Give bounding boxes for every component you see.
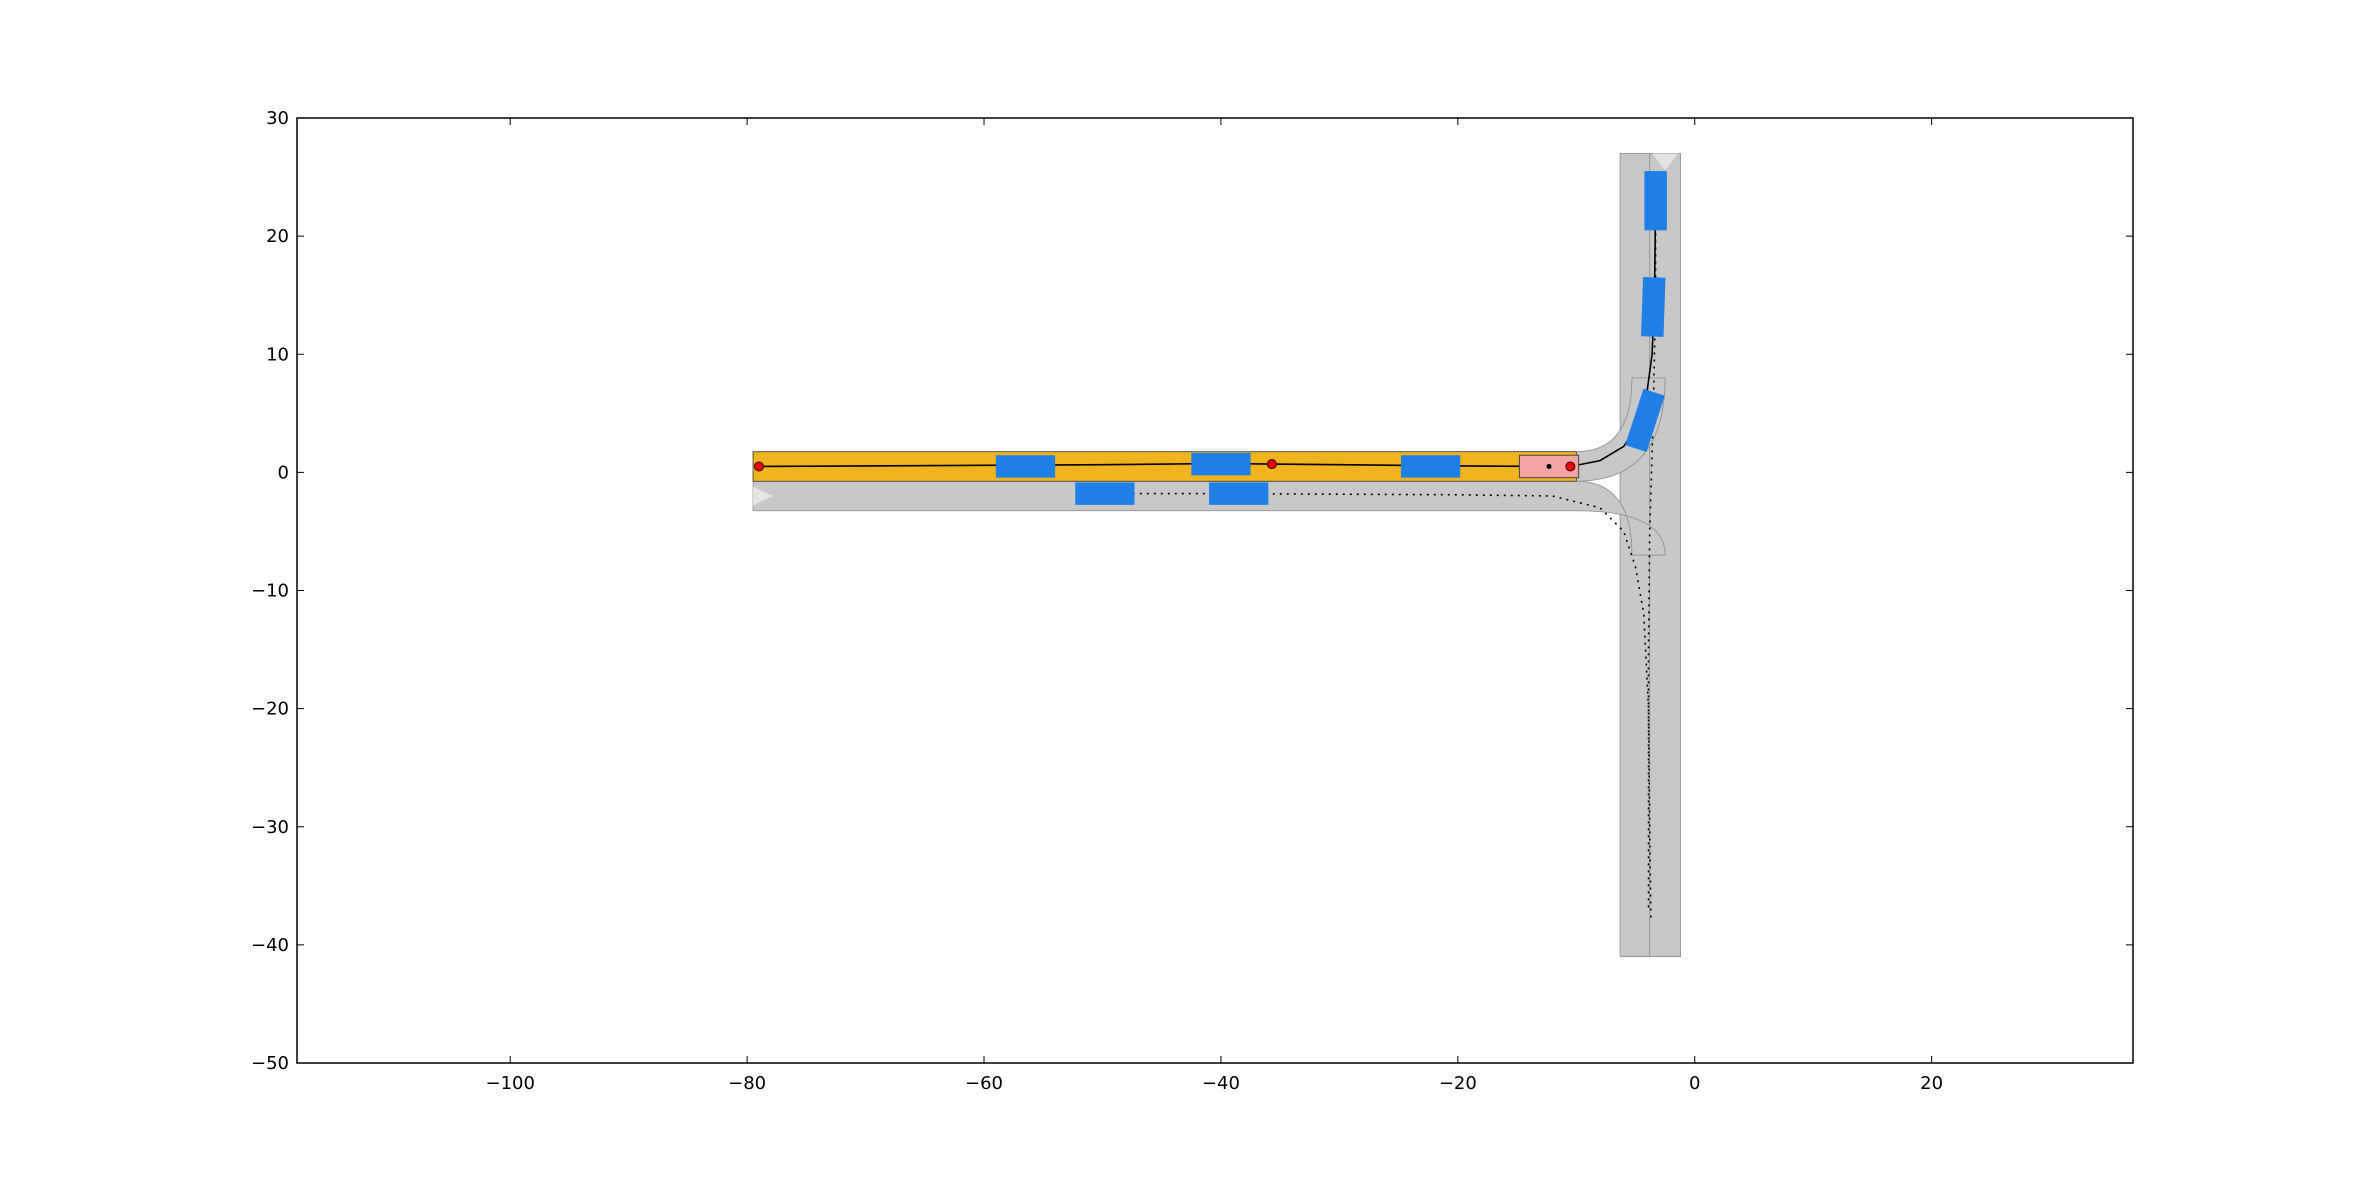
vehicle-layer (995, 171, 1667, 505)
x-tick-label: 0 (1689, 1073, 1700, 1094)
y-tick-label: −10 (251, 581, 289, 602)
y-tick-label: −40 (251, 935, 289, 956)
vehicle (1400, 455, 1461, 478)
vehicle (1625, 388, 1665, 453)
vehicle (1641, 277, 1666, 337)
x-tick-label: −100 (485, 1073, 534, 1094)
y-tick-label: −50 (251, 1053, 289, 1074)
x-tick-label: −20 (1439, 1073, 1477, 1094)
y-tick-label: 0 (278, 462, 289, 483)
y-tick-label: −30 (251, 817, 289, 838)
lane-direction-arrow (1652, 153, 1679, 170)
waypoint-marker (1266, 459, 1277, 470)
y-tick-label: 10 (266, 344, 289, 365)
waypoint-marker (1565, 461, 1576, 472)
x-tick-label: −60 (965, 1073, 1003, 1094)
x-tick-label: 20 (1920, 1073, 1943, 1094)
vehicle (995, 455, 1056, 478)
y-tick-label: −20 (251, 699, 289, 720)
x-tick-label: −80 (728, 1073, 766, 1094)
x-tick-label: −40 (1202, 1073, 1240, 1094)
vehicle (1209, 482, 1269, 505)
ego-vehicle-center (1546, 463, 1552, 469)
waypoint-marker (753, 461, 764, 472)
waypoint-layer (753, 459, 1576, 472)
y-tick-label: 20 (266, 226, 289, 247)
axis-ticks: −100 −80 −60 −40 −20 0 20−50−40−30−20−10010203… (251, 108, 2133, 1094)
vehicle (1191, 452, 1251, 476)
y-tick-label: 30 (266, 108, 289, 129)
planned-path-lower (1104, 492, 1652, 922)
west-lane-lower (752, 480, 1666, 556)
vehicle (1075, 482, 1135, 505)
vehicle (1644, 171, 1667, 231)
lane-direction-arrow (753, 486, 774, 506)
